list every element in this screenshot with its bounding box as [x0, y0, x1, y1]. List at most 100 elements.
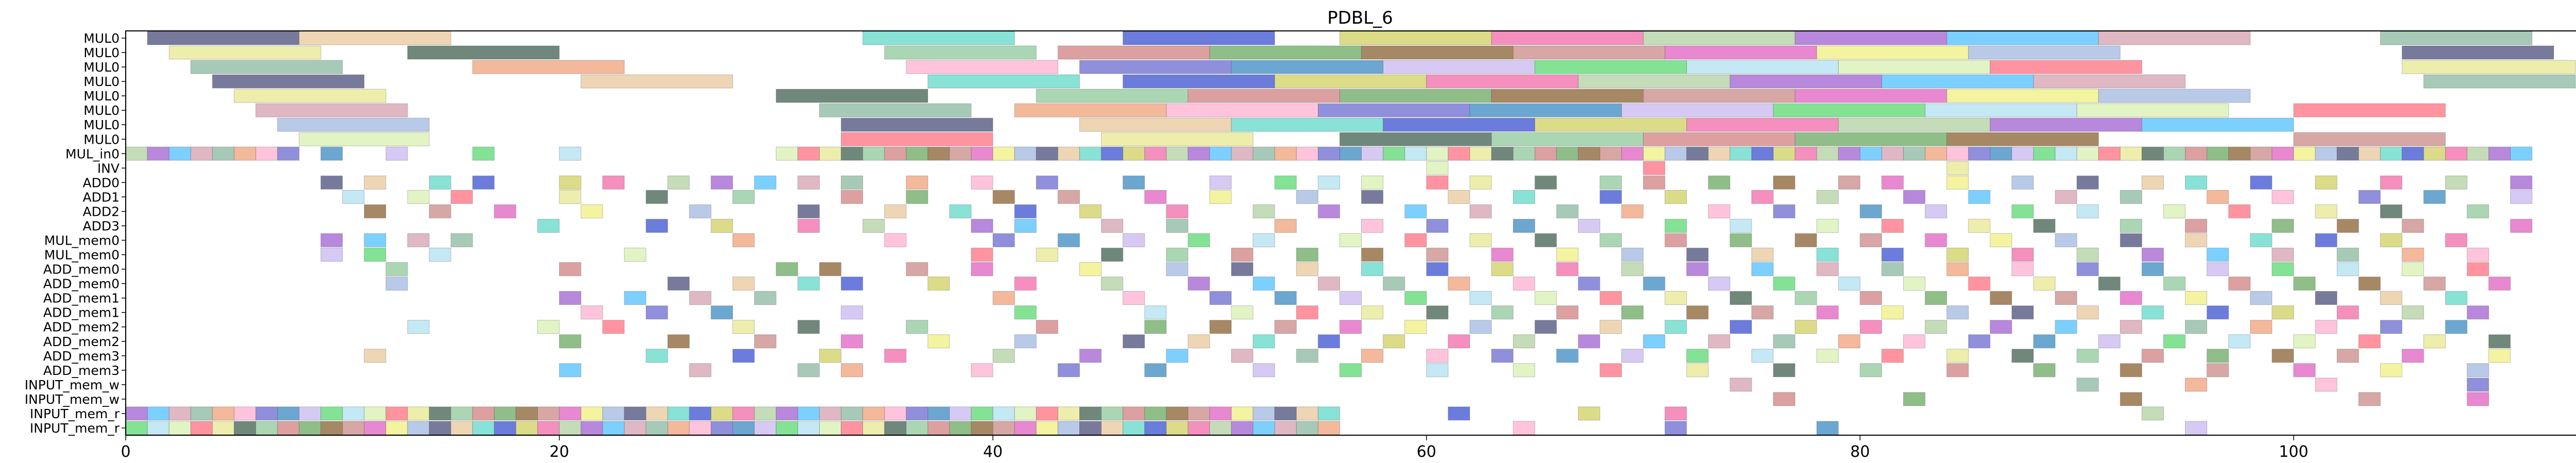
task-bar-mul0: [299, 132, 430, 146]
task-cell-input_mem_r: [1252, 406, 1275, 421]
task-cell-add_mem2: [1036, 320, 1058, 334]
task-cell-add_mem1: [2315, 291, 2337, 305]
task-cell-add_mem3: [2380, 363, 2402, 378]
task-cell-add0: [559, 175, 582, 190]
task-cell-add_mem0: [1816, 262, 1839, 277]
task-bar-mul0: [1968, 45, 2121, 60]
task-cell-mul_mem0: [450, 233, 473, 247]
task-cell-input_mem_r: [1578, 406, 1600, 421]
task-cell-add3: [1274, 219, 1297, 233]
task-cell-add1: [2510, 190, 2533, 204]
task-cell-mul_in0: [798, 146, 820, 161]
task-cell-mul_mem0: [2141, 248, 2164, 262]
task-cell-mul_in0: [125, 146, 148, 161]
task-cell-add_mem3: [1556, 349, 1579, 363]
task-cell-add_mem3: [2272, 349, 2294, 363]
task-cell-mul_in0: [1621, 146, 1644, 161]
task-cell-add0: [1361, 175, 1384, 190]
task-cell-add_mem1: [581, 305, 603, 320]
task-cell-add_mem0: [2336, 262, 2359, 277]
task-bar-mul0: [1188, 89, 1340, 103]
y-tick-label: MUL_mem0: [44, 248, 120, 263]
task-cell-input_mem_w: [2358, 392, 2381, 406]
task-cell-input_mem_r: [385, 406, 408, 421]
task-cell-mul_mem0: [1361, 248, 1384, 262]
task-cell-add_mem1: [2011, 305, 2034, 320]
task-cell-mul_mem0: [1469, 233, 1492, 247]
task-cell-mul_in0: [2228, 146, 2251, 161]
task-cell-mul_in0: [2272, 146, 2294, 161]
task-cell-add_mem3: [1079, 349, 1102, 363]
task-cell-add_mem1: [1665, 291, 1687, 305]
task-cell-add3: [1513, 219, 1535, 233]
task-cell-mul_in0: [168, 146, 191, 161]
task-cell-mul_in0: [1057, 146, 1080, 161]
task-cell-add0: [841, 175, 863, 190]
task-cell-add_mem1: [624, 291, 647, 305]
task-cell-add_mem2: [1123, 334, 1145, 349]
task-cell-add2: [494, 204, 516, 218]
task-cell-input_mem_r: [1317, 406, 1340, 421]
task-cell-input_mem_r: [927, 406, 950, 421]
task-cell-mul_in0: [1036, 146, 1058, 161]
task-cell-input_mem_r: [515, 421, 538, 435]
task-cell-mul_in0: [2315, 146, 2337, 161]
task-cell-mul_in0: [233, 146, 256, 161]
task-bar-mul0: [1057, 45, 1210, 60]
task-cell-input_mem_r: [277, 406, 300, 421]
task-bar-mul0: [1534, 60, 1687, 74]
task-cell-add2: [2228, 204, 2251, 218]
task-cell-add1: [1144, 190, 1167, 204]
task-cell-add_mem2: [1925, 320, 1947, 334]
task-cell-add1: [2272, 190, 2294, 204]
task-cell-mul_mem0: [2445, 233, 2468, 247]
task-cell-mul_mem0: [2272, 248, 2294, 262]
y-tick-label: INPUT_mem_w: [25, 392, 120, 407]
task-bar-mul0: [1946, 132, 2099, 146]
task-cell-add_mem2: [1469, 320, 1492, 334]
task-bar-mul0: [1578, 74, 1731, 89]
task-cell-add_mem0: [1296, 262, 1318, 277]
task-cell-add0: [1123, 175, 1145, 190]
task-cell-add_mem2: [1599, 320, 1622, 334]
y-tick-label: ADD_mem0: [43, 277, 120, 291]
task-cell-input_mem_r: [147, 421, 170, 435]
task-bar-mul0: [1491, 132, 1644, 146]
task-cell-mul_in0: [2011, 146, 2034, 161]
task-cell-add_mem2: [1014, 334, 1037, 349]
task-cell-add3: [1014, 219, 1037, 233]
task-cell-add_mem0: [906, 262, 928, 277]
task-cell-add_mem1: [2120, 291, 2142, 305]
task-cell-input_mem_r: [732, 421, 755, 435]
task-cell-add3: [862, 219, 885, 233]
task-bar-mul0: [1231, 117, 1384, 132]
task-cell-mul_in0: [1968, 146, 1991, 161]
task-cell-add_mem1: [754, 291, 776, 305]
task-cell-mul_in0: [2033, 146, 2056, 161]
task-cell-input_mem_r: [256, 406, 278, 421]
task-cell-add0: [1881, 175, 1904, 190]
task-cell-input_mem_r: [1144, 421, 1167, 435]
task-cell-input_mem_r: [1231, 421, 1253, 435]
task-cell-mul_in0: [320, 146, 343, 161]
task-cell-add_mem0: [775, 262, 799, 277]
task-cell-add_mem3: [1773, 363, 1795, 378]
task-cell-input_mem_r: [1079, 421, 1102, 435]
task-cell-input_mem_r: [168, 421, 191, 435]
task-cell-add0: [1209, 175, 1232, 190]
task-cell-input_mem_r: [1296, 406, 1318, 421]
task-cell-input_mem_r: [906, 421, 928, 435]
task-cell-mul_mem0: [407, 233, 430, 247]
task-cell-add_mem2: [2228, 334, 2251, 349]
task-cell-add_mem3: [364, 349, 386, 363]
task-cell-input_mem_r: [624, 406, 647, 421]
task-cell-add0: [429, 175, 451, 190]
task-cell-mul_mem0: [2055, 233, 2077, 247]
task-cell-add2: [1773, 204, 1795, 218]
task-cell-add_mem0: [2293, 277, 2316, 291]
task-cell-mul_in0: [2098, 146, 2121, 161]
task-cell-mul_in0: [1708, 146, 1731, 161]
y-tick-label: INPUT_mem_w: [25, 378, 120, 392]
task-cell-add_mem0: [2467, 262, 2489, 277]
task-cell-mul_in0: [949, 146, 972, 161]
